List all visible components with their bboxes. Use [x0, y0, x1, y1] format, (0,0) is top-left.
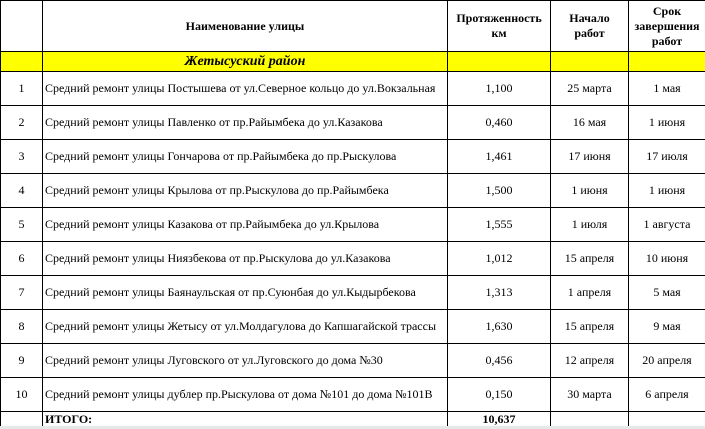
row-length: 1,313 — [447, 275, 551, 310]
table-row: 5 Средний ремонт улицы Казакова от пр.Рай… — [0, 207, 705, 242]
row-length: 1,500 — [447, 173, 551, 208]
street-name: Средний ремонт улицы Луговского от ул.Лу… — [42, 343, 448, 378]
street-name: Средний ремонт улицы Гончарова от пр.Рай… — [42, 139, 448, 174]
row-end: 1 июня — [628, 173, 705, 208]
row-end: 10 июня — [628, 241, 705, 276]
row-start: 1 апреля — [550, 275, 629, 310]
row-start: 1 июля — [550, 207, 629, 242]
header-length: Протяженность км — [447, 0, 551, 52]
district-name: Жетысуский район — [42, 51, 448, 72]
header-street: Наименование улицы — [42, 0, 448, 52]
table-row: 4 Средний ремонт улицы Крылова от пр.Рыск… — [0, 173, 705, 208]
row-number: 7 — [0, 275, 43, 310]
row-start: 25 марта — [550, 71, 629, 106]
row-start: 15 апреля — [550, 241, 629, 276]
street-name: Средний ремонт улицы Жетысу от ул.Молдаг… — [42, 309, 448, 344]
total-row: ИТОГО: 10,637 — [0, 411, 705, 428]
row-number: 2 — [0, 105, 43, 140]
street-name: Средний ремонт улицы дублер пр.Рыскулова… — [42, 377, 448, 412]
row-number: 1 — [0, 71, 43, 106]
row-start: 15 апреля — [550, 309, 629, 344]
table-row: 6 Средний ремонт улицы Ниязбекова от пр.Р… — [0, 241, 705, 276]
row-end: 6 апреля — [628, 377, 705, 412]
table-row: 8 Средний ремонт улицы Жетысу от ул.Молда… — [0, 309, 705, 344]
table-row: 9 Средний ремонт улицы Луговского от ул.Л… — [0, 343, 705, 378]
header-end: Срок завершения работ — [628, 0, 705, 52]
row-end: 20 апреля — [628, 343, 705, 378]
row-length: 0,150 — [447, 377, 551, 412]
row-start: 30 марта — [550, 377, 629, 412]
street-name: Средний ремонт улицы Ниязбекова от пр.Ры… — [42, 241, 448, 276]
street-name: Средний ремонт улицы Баянаульская от пр.… — [42, 275, 448, 310]
header-start: Начало работ — [550, 0, 629, 52]
row-length: 1,461 — [447, 139, 551, 174]
header-number — [0, 0, 43, 52]
table-row: 1 Средний ремонт улицы Постышева от ул.Се… — [0, 71, 705, 106]
row-number: 3 — [0, 139, 43, 174]
row-start: 12 апреля — [550, 343, 629, 378]
row-end: 1 мая — [628, 71, 705, 106]
row-end: 5 мая — [628, 275, 705, 310]
street-name: Средний ремонт улицы Казакова от пр.Райы… — [42, 207, 448, 242]
district-row: Жетысуский район — [0, 51, 705, 72]
row-start: 16 мая — [550, 105, 629, 140]
row-start: 17 июня — [550, 139, 629, 174]
row-length: 0,460 — [447, 105, 551, 140]
row-length: 1,555 — [447, 207, 551, 242]
header-row: Наименование улицы Протяженность км Нача… — [0, 0, 705, 52]
street-name: Средний ремонт улицы Постышева от ул.Сев… — [42, 71, 448, 106]
row-length: 0,456 — [447, 343, 551, 378]
street-name: Средний ремонт улицы Крылова от пр.Рыску… — [42, 173, 448, 208]
row-number: 10 — [0, 377, 43, 412]
row-number: 6 — [0, 241, 43, 276]
row-end: 1 августа — [628, 207, 705, 242]
row-start: 1 июня — [550, 173, 629, 208]
page-bottom — [0, 426, 705, 429]
row-length: 1,012 — [447, 241, 551, 276]
row-number: 8 — [0, 309, 43, 344]
table-row: 7 Средний ремонт улицы Баянаульская от пр… — [0, 275, 705, 310]
row-number: 5 — [0, 207, 43, 242]
row-end: 17 июля — [628, 139, 705, 174]
row-length: 1,630 — [447, 309, 551, 344]
table-row: 3 Средний ремонт улицы Гончарова от пр.Ра… — [0, 139, 705, 174]
row-number: 4 — [0, 173, 43, 208]
row-length: 1,100 — [447, 71, 551, 106]
row-end: 9 мая — [628, 309, 705, 344]
table-row: 10 Средний ремонт улицы дублер пр.Рыскуло… — [0, 377, 705, 412]
table-row: 2 Средний ремонт улицы Павленко от пр.Рай… — [0, 105, 705, 140]
row-number: 9 — [0, 343, 43, 378]
street-name: Средний ремонт улицы Павленко от пр.Райы… — [42, 105, 448, 140]
row-end: 1 июня — [628, 105, 705, 140]
